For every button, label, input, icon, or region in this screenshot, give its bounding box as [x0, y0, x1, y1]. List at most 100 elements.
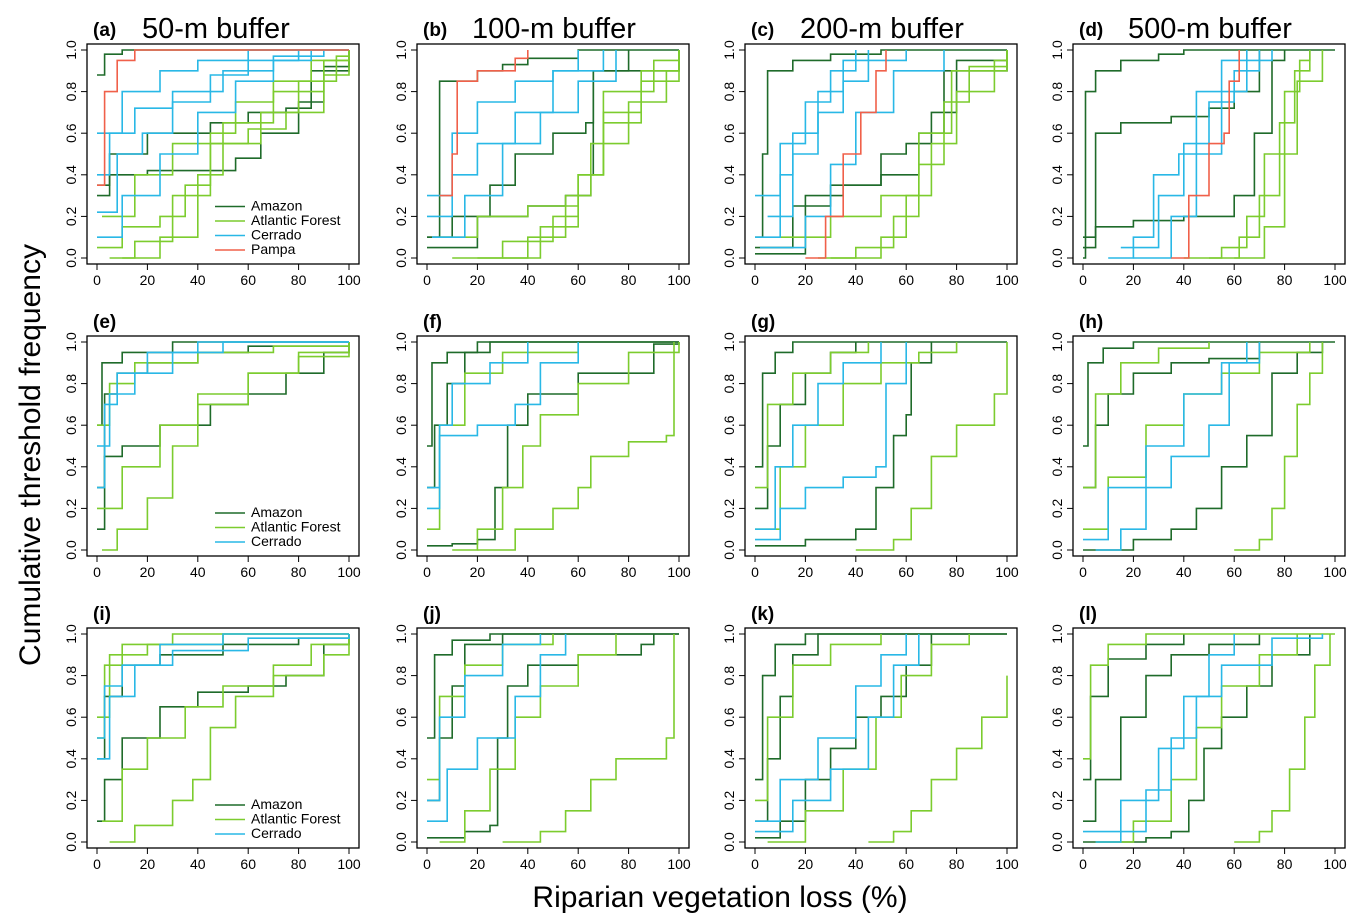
x-tick-label: 80: [291, 856, 307, 872]
y-tick-label: 0.2: [1049, 790, 1065, 810]
plot-frame: [744, 43, 1018, 265]
y-tick-label: 0.4: [1049, 457, 1065, 477]
y-tick-label: 1.0: [721, 40, 737, 60]
y-tick-label: 0.6: [63, 123, 79, 143]
y-tick-label: 0.4: [721, 165, 737, 185]
series-line-atlantic-forest: [830, 50, 1008, 259]
x-tick-label: 80: [1277, 272, 1293, 288]
x-tick-label: 60: [1226, 856, 1242, 872]
y-tick-label: 1.0: [393, 40, 409, 60]
y-axis-title: Cumulative threshold frequency: [14, 244, 47, 666]
plot-frame: [86, 627, 360, 849]
panel-grid: (a) 50-m buffer 0 20 40 60 80 100 0.0 0.2 0.4 0.6 0.…: [63, 13, 1347, 872]
series-line-atlantic-forest: [439, 50, 680, 238]
panel-h: (h) 0 20 40 60 80 100 0.0 0.2 0.4 0.6 0.8 1.0: [1049, 312, 1347, 580]
x-tick-label: 40: [190, 856, 206, 872]
y-tick-label: 0.6: [721, 707, 737, 727]
y-tick-label: 0.8: [63, 82, 79, 102]
panel-title: 100-m buffer: [472, 13, 636, 45]
legend-label: Amazon: [251, 198, 302, 214]
series-line-atlantic-forest: [477, 50, 680, 259]
y-tick-label: 0.6: [63, 707, 79, 727]
panel-label: (b): [423, 20, 447, 41]
series-line-cerrado: [1108, 50, 1248, 259]
y-tick-label: 0.0: [63, 832, 79, 852]
y-tick-label: 0.0: [1049, 832, 1065, 852]
x-tick-label: 0: [751, 856, 759, 872]
panel-label: (d): [1079, 20, 1103, 41]
y-tick-label: 0.6: [63, 415, 79, 435]
legend-label: Amazon: [251, 796, 302, 812]
panel-title: 50-m buffer: [142, 13, 290, 45]
x-tick-label: 60: [1226, 272, 1242, 288]
y-tick-label: 0.2: [1049, 498, 1065, 518]
series-line-cerrado: [427, 634, 542, 802]
series-line-amazon: [755, 341, 1007, 468]
panel-label: (h): [1079, 312, 1103, 333]
x-tick-label: 80: [949, 272, 965, 288]
x-tick-label: 20: [1126, 856, 1142, 872]
panel-label: (a): [93, 20, 116, 41]
y-tick-label: 0.0: [393, 832, 409, 852]
panel-label: (e): [93, 312, 116, 333]
y-tick-label: 0.2: [393, 206, 409, 226]
y-tick-label: 0.8: [1049, 666, 1065, 686]
series-line-amazon: [755, 633, 1007, 781]
x-tick-label: 80: [949, 564, 965, 580]
y-tick-label: 0.6: [1049, 707, 1065, 727]
plot-frame: [86, 335, 360, 557]
y-tick-label: 1.0: [393, 332, 409, 352]
x-tick-label: 100: [337, 856, 361, 872]
legend-label: Pampa: [251, 241, 296, 257]
x-tick-label: 20: [798, 856, 814, 872]
x-tick-label: 40: [190, 564, 206, 580]
y-tick-label: 0.4: [1049, 749, 1065, 769]
series-line-amazon: [755, 49, 1007, 238]
legend-label: Cerrado: [251, 533, 302, 549]
series-line-atlantic-forest: [97, 342, 350, 510]
series-line-cerrado: [97, 633, 349, 739]
panel-j: (j) 0 20 40 60 80 100 0.0 0.2 0.4 0.6 0.8 1.0: [393, 604, 691, 872]
y-tick-label: 1.0: [63, 40, 79, 60]
series-line-cerrado: [97, 634, 350, 760]
series-line-cerrado: [755, 634, 920, 833]
plot-frame: [1072, 627, 1346, 849]
y-tick-label: 0.8: [393, 374, 409, 394]
series-line-atlantic-forest: [755, 342, 870, 489]
panel-g: (g) 0 20 40 60 80 100 0.0 0.2 0.4 0.6 0.8 1.0: [721, 312, 1019, 580]
series-line-cerrado: [755, 50, 857, 197]
x-tick-label: 0: [423, 856, 431, 872]
x-tick-label: 60: [898, 272, 914, 288]
x-tick-label: 100: [1323, 272, 1347, 288]
x-tick-label: 80: [621, 564, 637, 580]
x-tick-label: 80: [621, 856, 637, 872]
series-line-atlantic-forest: [868, 675, 1008, 843]
y-tick-label: 0.0: [393, 248, 409, 268]
y-tick-label: 0.8: [393, 666, 409, 686]
y-tick-label: 0.4: [1049, 165, 1065, 185]
series-line-atlantic-forest: [109, 634, 350, 843]
y-tick-label: 1.0: [1049, 40, 1065, 60]
y-tick-label: 0.6: [393, 707, 409, 727]
x-tick-label: 0: [751, 564, 759, 580]
panel-l: (l) 0 20 40 60 80 100 0.0 0.2 0.4 0.6 0.8 1.0: [1049, 604, 1347, 872]
series-line-cerrado: [1083, 342, 1261, 541]
series-line-atlantic-forest: [780, 50, 1008, 238]
y-tick-label: 0.6: [393, 415, 409, 435]
series-line-amazon: [1083, 50, 1286, 249]
series-line-atlantic-forest: [102, 634, 350, 822]
series-line-amazon: [427, 634, 655, 839]
y-tick-label: 0.4: [63, 457, 79, 477]
x-tick-label: 40: [520, 856, 536, 872]
series-line-amazon: [1083, 342, 1324, 551]
x-tick-label: 20: [798, 272, 814, 288]
y-tick-label: 0.0: [721, 248, 737, 268]
x-tick-label: 40: [520, 564, 536, 580]
x-tick-label: 60: [570, 856, 586, 872]
series-line-amazon: [1083, 341, 1335, 447]
x-tick-label: 20: [140, 272, 156, 288]
series-line-amazon: [1083, 634, 1185, 781]
x-tick-label: 20: [470, 856, 486, 872]
series-line-amazon: [1083, 49, 1335, 259]
panel-label: (k): [751, 604, 774, 625]
